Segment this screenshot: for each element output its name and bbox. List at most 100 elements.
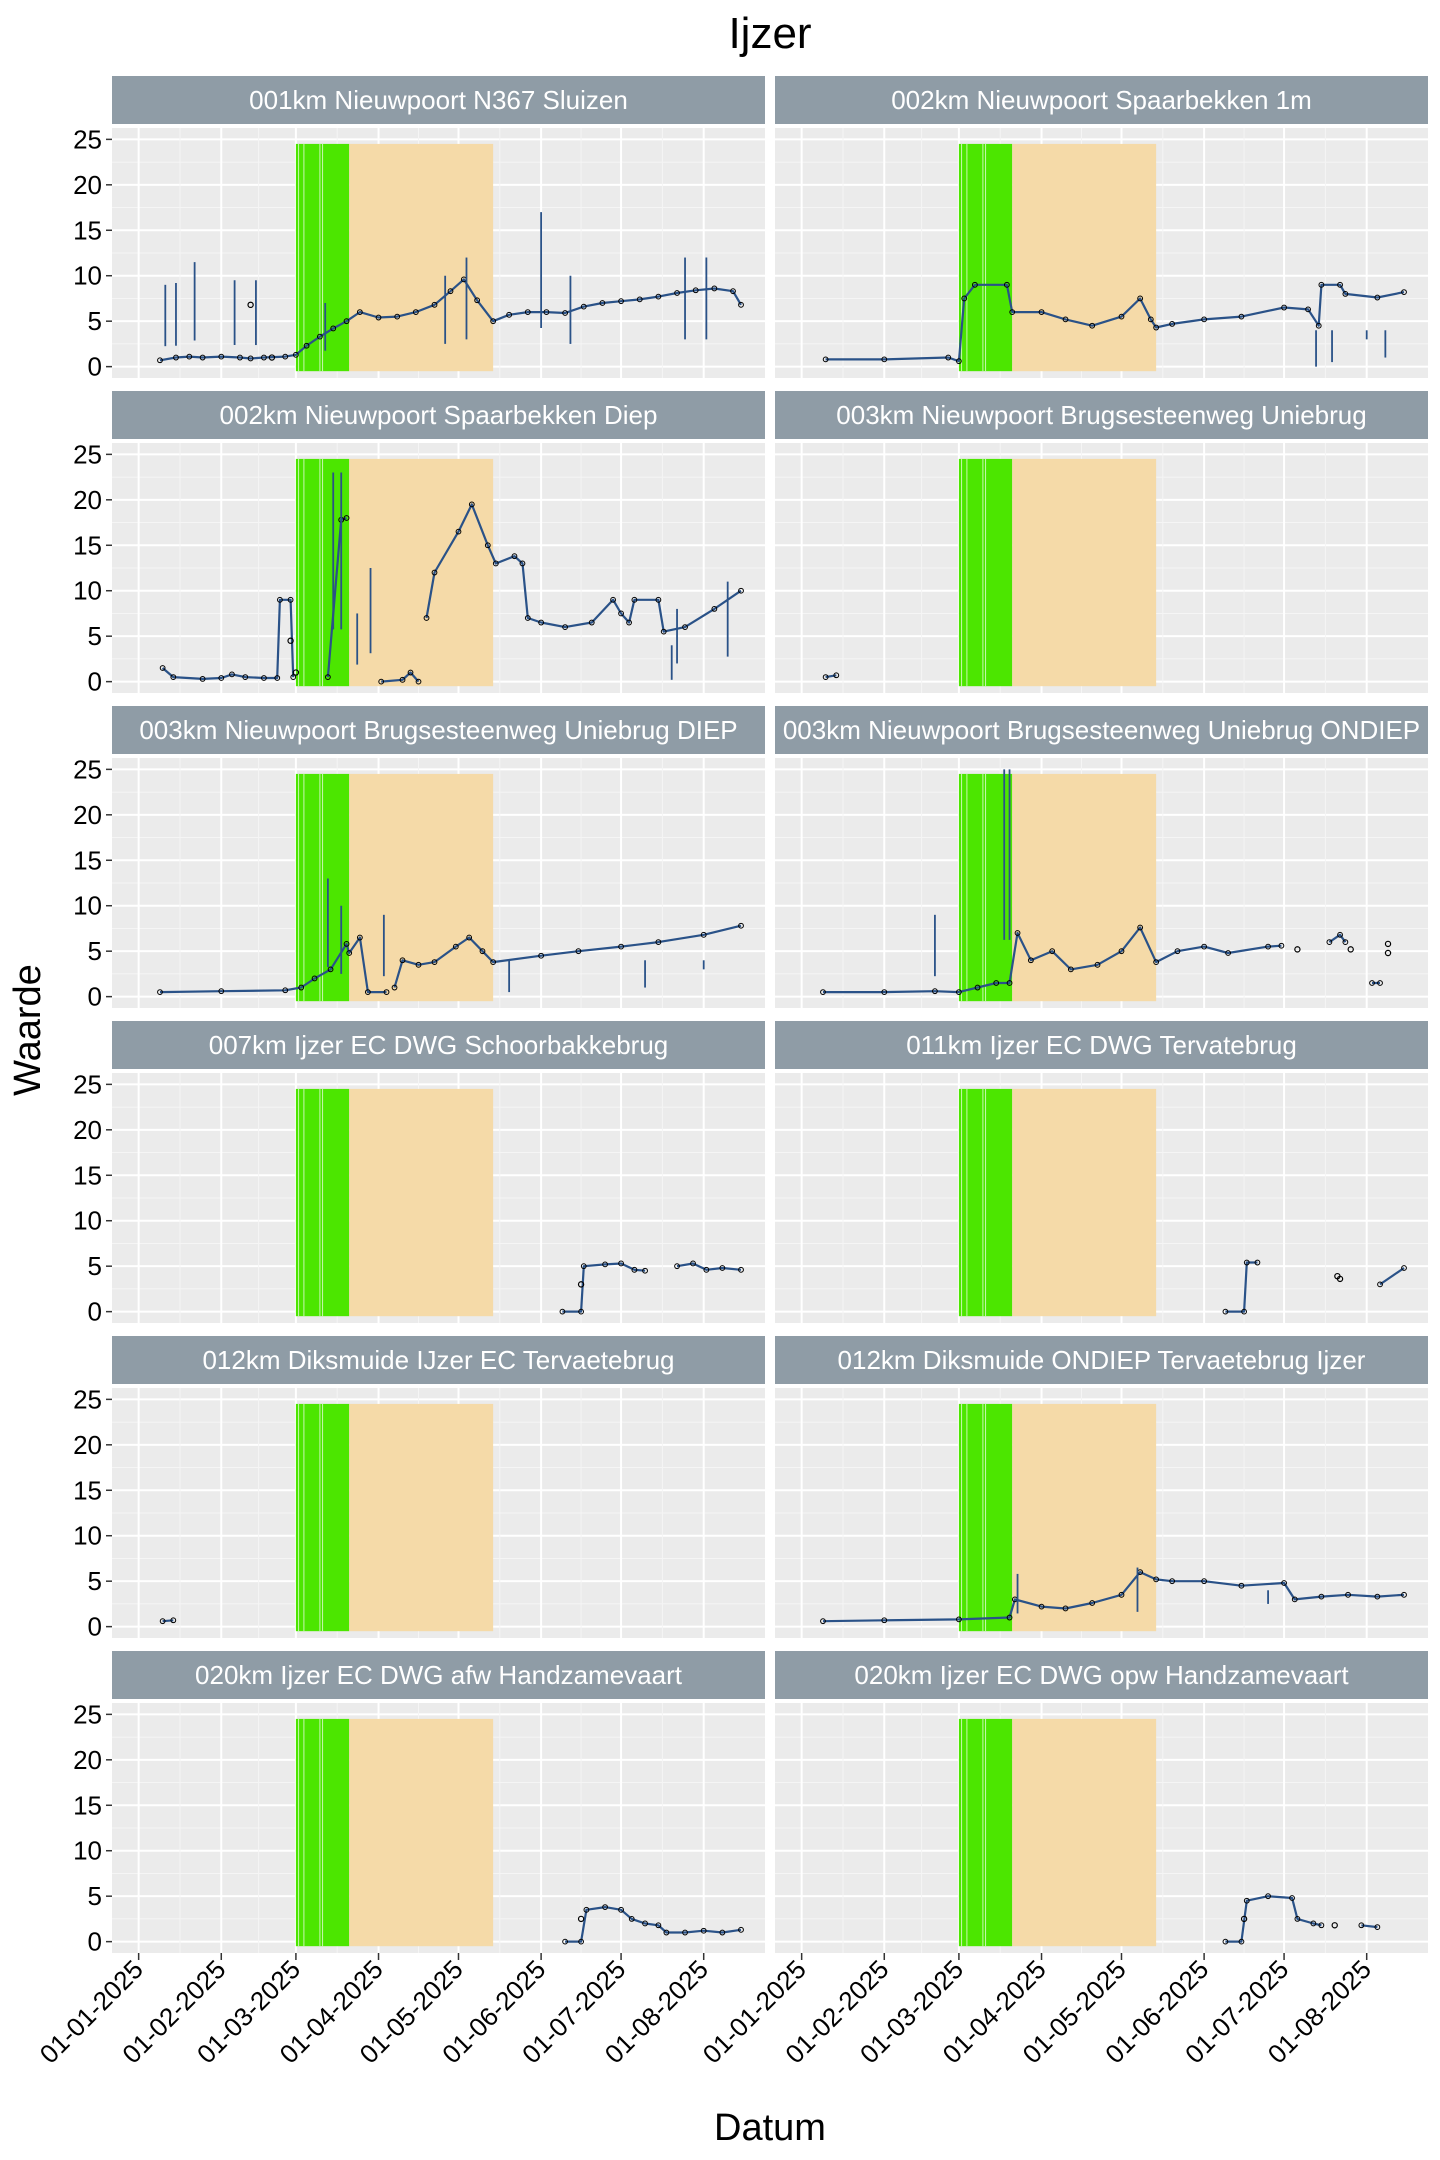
data-point [1201,943,1208,950]
data-point [738,1266,744,1273]
orange-band [1012,1403,1157,1632]
data-point [1006,1614,1013,1621]
data-point [506,311,513,318]
data-point [1225,950,1232,956]
orange-band [349,773,494,1002]
facet-panel: 001km Nieuwpoort N367 Sluizen 0 5 10 15 20 25 [73,76,765,382]
data-point [1305,306,1311,313]
data-point [711,285,718,292]
data-point [1062,316,1069,323]
y-tick-label: 25 [73,754,102,784]
series-line [381,671,420,683]
isolated-point [292,669,300,676]
series-line [823,926,1282,994]
facet-strip [775,391,1428,439]
data-point [466,934,473,941]
data-point [932,988,938,995]
isolated-point [1331,1922,1338,1929]
data-point [631,596,638,603]
y-tick-label: 10 [73,1836,102,1866]
facet-strip [775,706,1428,754]
data-point [199,676,206,682]
facet-strip-title: 001km Nieuwpoort N367 Sluizen [249,85,628,115]
data-point [247,355,254,362]
data-point [1049,948,1056,955]
isolated-point [1336,1275,1344,1283]
data-point [293,351,299,358]
facet-strip [112,1021,765,1069]
facet-strip [112,706,765,754]
data-point [583,1906,590,1913]
data-point [330,325,337,332]
y-tick-label: 15 [73,1160,102,1190]
y-tick-label: 15 [73,215,102,245]
isolated-point [268,354,276,361]
data-point [719,1265,726,1271]
data-point [1118,1591,1125,1598]
isolated-point [1384,949,1392,957]
data-point [282,987,289,994]
data-point [730,288,736,295]
data-point [945,354,952,361]
facet-panel: 003km Nieuwpoort Brugsesteenweg Uniebrug… [73,706,765,1012]
data-point [282,353,289,360]
data-point [559,1308,566,1315]
data-point [218,988,225,995]
y-tick-label: 25 [73,1699,102,1729]
data-point [364,989,371,995]
data-point [1374,294,1381,301]
data-point [711,606,718,612]
data-point [1337,931,1343,938]
data-point [700,1927,707,1934]
data-point [412,309,419,315]
series-line [565,1905,742,1943]
facet-panel: 020km Ijzer EC DWG afw Handzamevaart 0 5 10… [73,1651,765,1957]
y-tick-label: 20 [73,170,102,200]
facet-strip [775,1021,1428,1069]
data-point [642,1267,648,1274]
data-point [719,1929,726,1936]
facet-strip-title: 012km Diksmuide IJzer EC Tervaetebrug [202,1345,674,1375]
data-point [1003,281,1010,288]
data-point [1318,1593,1325,1600]
y-tick-label: 5 [88,1566,102,1596]
data-point [618,298,624,305]
data-point [1137,295,1144,302]
data-point [1294,1916,1301,1922]
facet-panel: 003km Nieuwpoort Brugsesteenweg Uniebrug… [775,706,1428,1008]
data-point [383,989,390,995]
isolated-point [1294,946,1301,953]
data-point [1369,980,1375,986]
data-point [538,619,545,626]
panel-data [562,1904,744,1945]
data-point [1281,1580,1287,1586]
facet-panel: 020km Ijzer EC DWG opw Handzamevaart [775,1651,1428,1953]
data-point [1038,309,1045,315]
facet-panel: 012km Diksmuide ONDIEP Tervaetebrug Ijze… [775,1336,1428,1638]
data-point [663,1929,670,1936]
data-point [157,989,163,995]
data-point [261,354,267,361]
data-point [474,297,481,304]
data-point [703,1266,710,1273]
facet-panel: 012km Diksmuide IJzer EC Tervaetebrug 0 5 1… [73,1336,765,1642]
data-point [1377,980,1383,986]
data-point [1243,1897,1250,1904]
series-line [1328,933,1347,944]
panel-data [157,878,744,995]
data-point [642,1920,648,1927]
panel-data [1222,1259,1407,1315]
data-point [1318,1922,1325,1929]
facet-strip [112,1651,765,1699]
data-point [170,674,177,680]
data-point [1201,316,1208,323]
data-point [738,1926,744,1933]
y-tick-label: 5 [88,1251,102,1281]
y-tick-label: 5 [88,306,102,336]
data-point [274,675,281,681]
data-point [346,950,353,956]
data-point [618,943,624,950]
y-tick-label: 10 [73,576,102,606]
data-point [1118,313,1125,320]
facet-strip-title: 020km Ijzer EC DWG afw Handzamevaart [195,1660,683,1690]
